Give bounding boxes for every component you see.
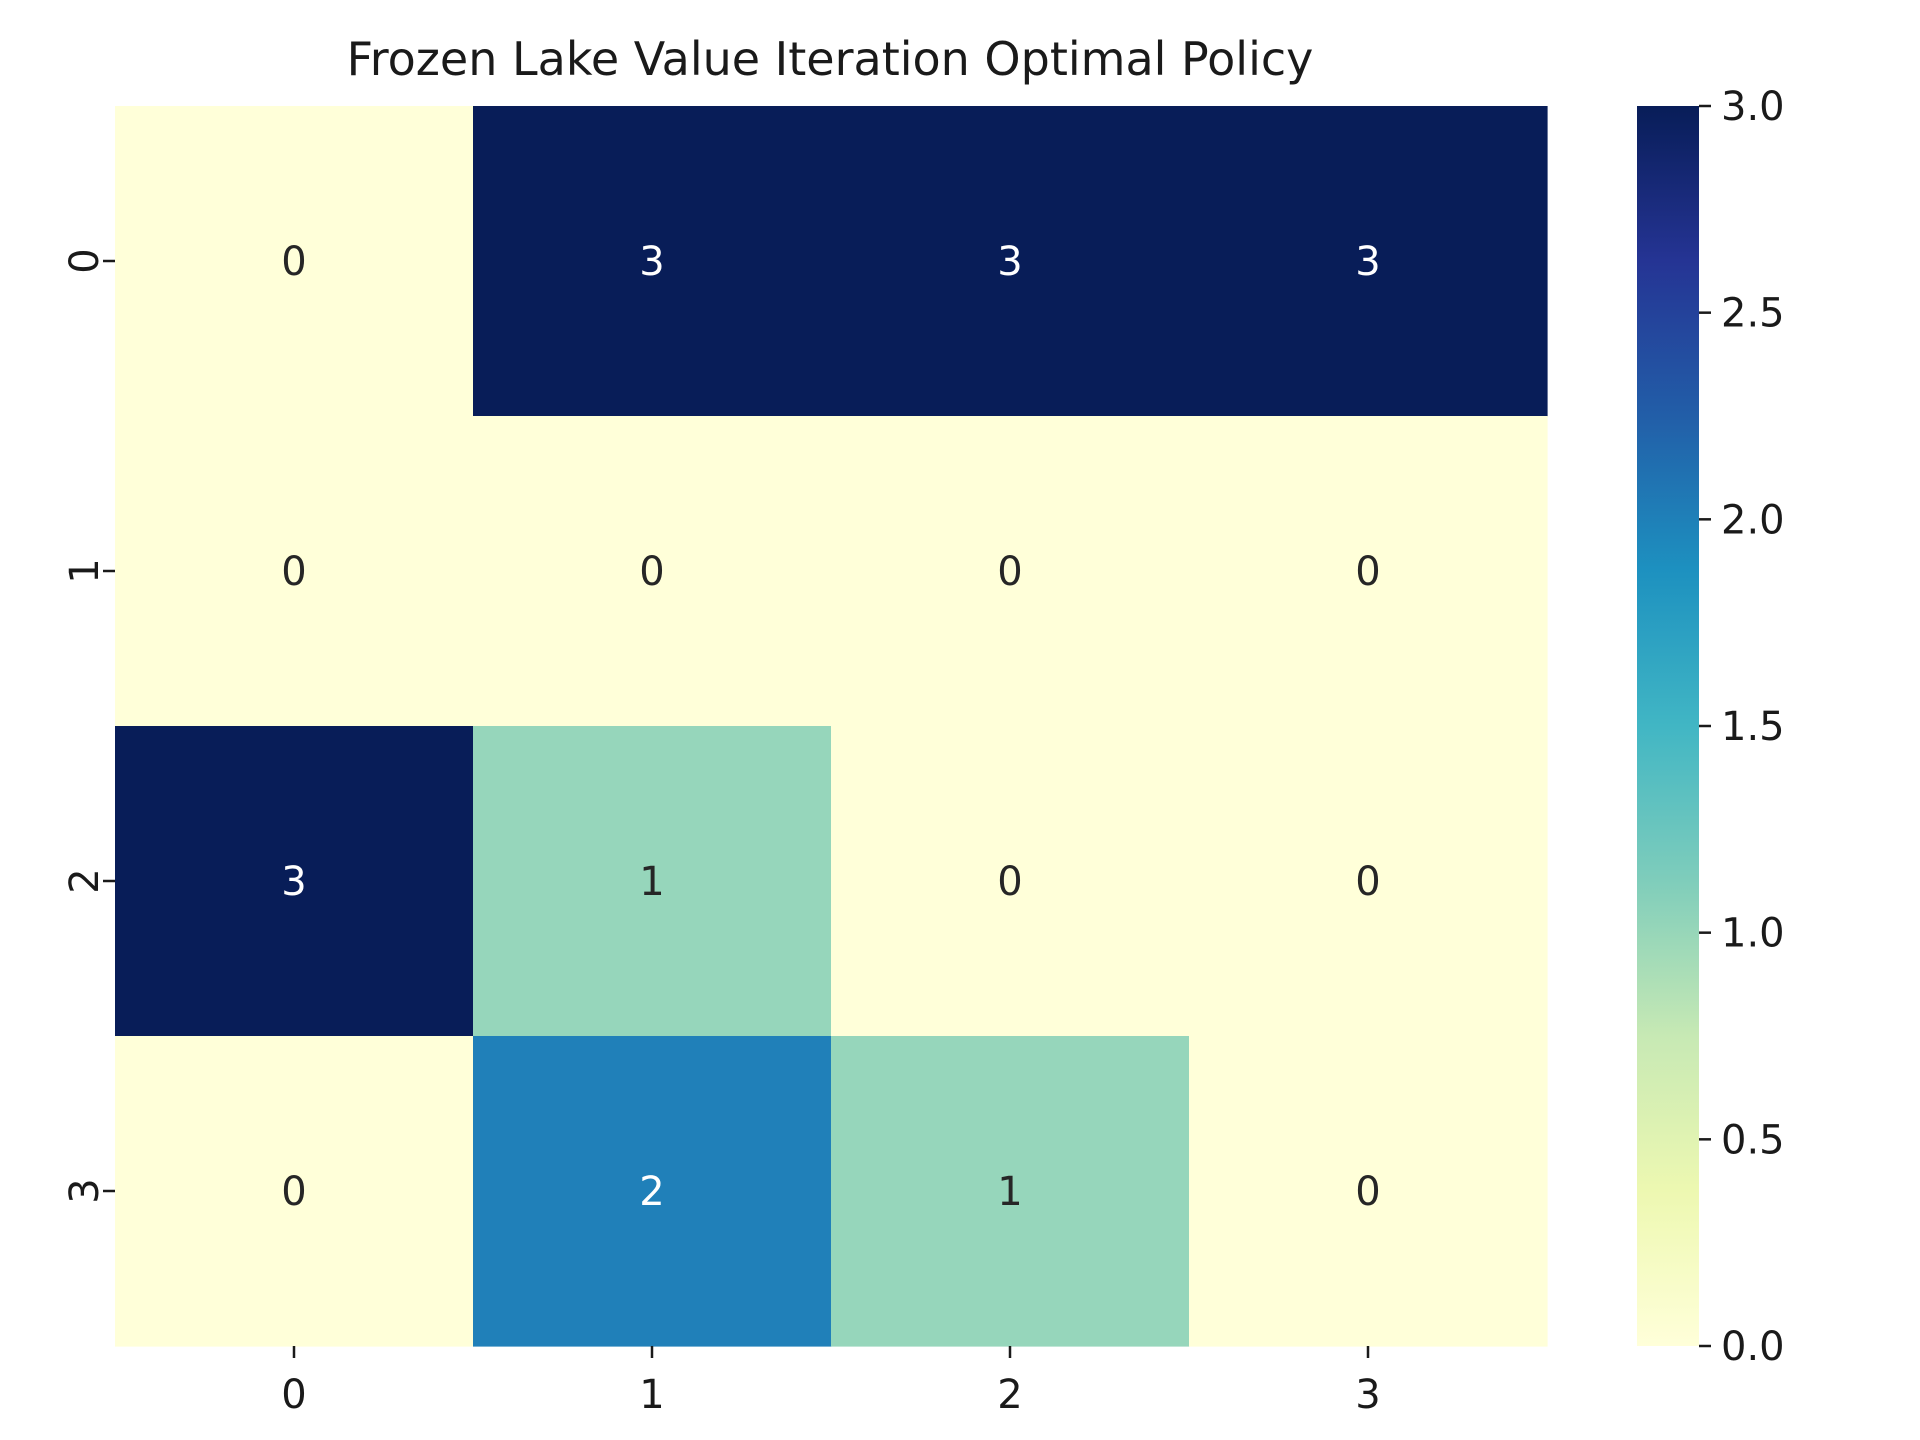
y-tick-label: 0 <box>62 248 108 273</box>
x-tick-label: 1 <box>639 1372 664 1418</box>
colorbar-tick-label: 2.0 <box>1721 497 1785 543</box>
y-tick-label: 1 <box>62 558 108 583</box>
cell-value-label: 0 <box>1355 549 1380 595</box>
heatmap-cell <box>1189 416 1548 727</box>
colorbar-tick-label: 3.0 <box>1721 84 1785 130</box>
heatmap-cell <box>115 1036 474 1347</box>
heatmap-cell <box>115 416 474 727</box>
cell-value-label: 0 <box>997 549 1022 595</box>
colorbar-tick-label: 2.5 <box>1721 291 1785 337</box>
heatmap-cell-labels: 0 3 3 3 0 0 0 0 3 1 0 0 0 2 1 0 <box>281 239 1380 1215</box>
heatmap-cell <box>831 1036 1190 1347</box>
heatmap-cells <box>115 106 1548 1347</box>
heatmap-cell <box>1189 1036 1548 1347</box>
heatmap-cell <box>831 416 1190 727</box>
x-tick-label: 0 <box>281 1372 306 1418</box>
heatmap-cell <box>473 726 832 1037</box>
colorbar-tick-label: 0.5 <box>1721 1117 1785 1163</box>
heatmap-cell <box>831 726 1190 1037</box>
cell-value-label: 0 <box>281 239 306 285</box>
cell-value-label: 0 <box>1355 859 1380 905</box>
heatmap-cell <box>1189 726 1548 1037</box>
colorbar: 0.0 0.5 1.0 1.5 2.0 2.5 3.0 <box>1637 84 1785 1370</box>
heatmap-cell <box>115 106 474 417</box>
heatmap-cell <box>473 416 832 727</box>
chart-title: Frozen Lake Value Iteration Optimal Poli… <box>347 32 1314 86</box>
cell-value-label: 3 <box>1355 239 1380 285</box>
y-tick-label: 2 <box>62 868 108 893</box>
colorbar-gradient <box>1637 106 1699 1346</box>
cell-value-label: 0 <box>997 859 1022 905</box>
cell-value-label: 0 <box>281 1169 306 1215</box>
cell-value-label: 0 <box>1355 1169 1380 1215</box>
y-axis: 0 1 2 3 <box>62 248 115 1204</box>
heatmap-cell <box>1189 106 1548 417</box>
colorbar-tick-label: 1.0 <box>1721 911 1785 957</box>
cell-value-label: 3 <box>997 239 1022 285</box>
x-axis: 0 1 2 3 <box>281 1346 1381 1418</box>
colorbar-tick-label: 1.5 <box>1721 704 1785 750</box>
cell-value-label: 3 <box>281 859 306 905</box>
cell-value-label: 1 <box>997 1169 1022 1215</box>
cell-value-label: 2 <box>639 1169 664 1215</box>
y-tick-label: 3 <box>62 1178 108 1203</box>
x-tick-label: 2 <box>997 1372 1022 1418</box>
colorbar-tick-label: 0.0 <box>1721 1324 1785 1370</box>
heatmap-cell <box>473 1036 832 1347</box>
cell-value-label: 0 <box>639 549 664 595</box>
cell-value-label: 0 <box>281 549 306 595</box>
cell-value-label: 1 <box>639 859 664 905</box>
heatmap-cell <box>831 106 1190 417</box>
heatmap-cell <box>473 106 832 417</box>
heatmap-cell <box>115 726 474 1037</box>
x-tick-label: 3 <box>1355 1372 1380 1418</box>
cell-value-label: 3 <box>639 239 664 285</box>
